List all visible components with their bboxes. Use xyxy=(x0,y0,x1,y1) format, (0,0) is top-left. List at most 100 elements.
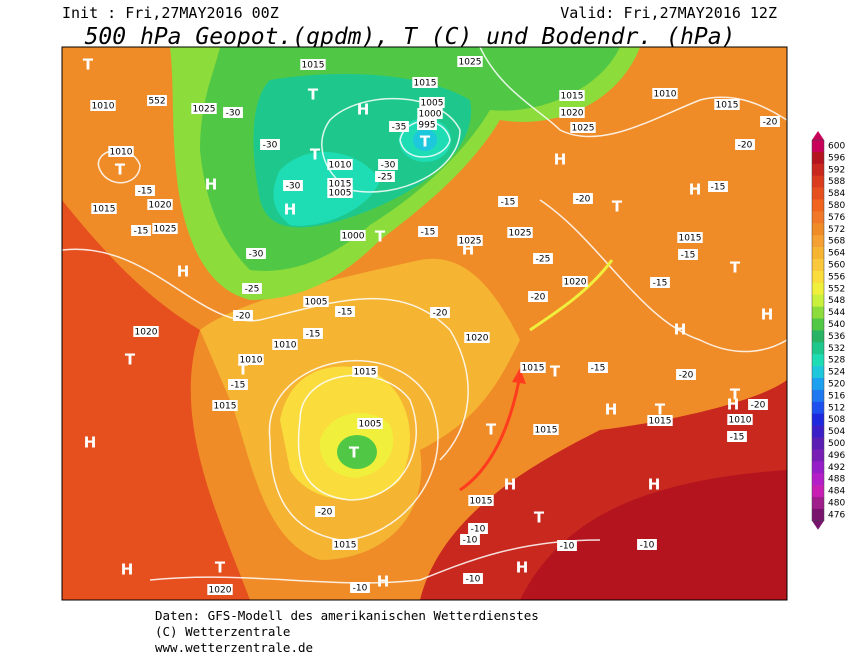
contour-label-box xyxy=(238,354,264,365)
contour-label-box xyxy=(417,108,443,119)
high-pressure-label: H xyxy=(504,476,517,494)
contour-label-box xyxy=(233,310,253,321)
footer-copyright: (C) Wetterzentrale xyxy=(155,624,290,639)
contour-label-box xyxy=(417,119,437,130)
map-frame xyxy=(61,46,788,601)
contour-label-box xyxy=(430,307,450,318)
contour-label: -15 xyxy=(591,364,606,374)
contour-label-box xyxy=(327,159,353,170)
contour-label: -15 xyxy=(134,227,149,237)
contour-label-box xyxy=(283,180,303,191)
contour-label-box xyxy=(748,399,768,410)
contour-label-box xyxy=(260,139,280,150)
legend-label: 480 xyxy=(828,498,845,508)
high-pressure-label: H xyxy=(516,559,529,577)
legend-label: 572 xyxy=(828,225,845,235)
high-pressure-label: H xyxy=(377,573,390,591)
legend-label: 600 xyxy=(828,141,845,151)
contour-label: 1015 xyxy=(522,364,545,374)
legend-swatch xyxy=(812,461,824,474)
contour-label: 1015 xyxy=(716,101,739,111)
legend-swatch xyxy=(812,342,824,355)
contour-label-box xyxy=(457,235,483,246)
legend-bottom-cap xyxy=(812,520,824,530)
legend-label: 596 xyxy=(828,153,845,163)
high-pressure-label: H xyxy=(84,434,97,452)
legend-label: 492 xyxy=(828,463,845,473)
contour-label: 1025 xyxy=(459,237,482,247)
legend-swatch xyxy=(812,366,824,379)
legend-swatch xyxy=(812,389,824,403)
legend-label: 496 xyxy=(828,451,845,461)
contour-label-box xyxy=(677,232,703,243)
contour-label: -25 xyxy=(245,285,260,295)
contour-label-box xyxy=(108,146,134,157)
contour-label: 1000 xyxy=(419,110,442,120)
high-pressure-label: H xyxy=(761,306,774,324)
contour-label-box xyxy=(152,223,178,234)
contour-label-box xyxy=(727,431,747,442)
low-pressure-label: T xyxy=(115,161,126,179)
high-pressure-label: H xyxy=(554,151,567,169)
contour-label-box xyxy=(327,187,353,198)
contour-label-box xyxy=(562,276,588,287)
legend-swatch xyxy=(812,270,824,284)
contour-label: 1015 xyxy=(329,180,352,190)
contour-label-box xyxy=(357,418,383,429)
low-pressure-label: T xyxy=(125,351,136,369)
contour-label: -15 xyxy=(501,198,516,208)
contour-label: -20 xyxy=(763,118,778,128)
contour-label: -20 xyxy=(531,293,546,303)
contour-label: 1020 xyxy=(149,201,172,211)
contour-label-box xyxy=(246,248,266,259)
legend-swatch xyxy=(812,163,824,176)
contour-label: -20 xyxy=(751,401,766,411)
contour-label-box xyxy=(727,414,753,425)
contour-label: -20 xyxy=(236,312,251,322)
contour-label-box xyxy=(191,103,217,114)
low-pressure-label: T xyxy=(215,559,226,577)
high-pressure-label: H xyxy=(357,101,370,119)
high-pressure-label: H xyxy=(689,181,702,199)
legend-label: 484 xyxy=(828,487,845,497)
contour-label: -35 xyxy=(392,123,407,133)
contour-label: 1015 xyxy=(334,541,357,551)
contour-label-box xyxy=(91,203,117,214)
contour-label: 1010 xyxy=(110,148,133,158)
contour-label-box xyxy=(378,159,398,170)
legend-label: 592 xyxy=(828,165,845,175)
contour-label-box xyxy=(650,277,670,288)
low-pressure-label: T xyxy=(349,444,360,462)
contour-label: 1020 xyxy=(466,334,489,344)
contour-label-box xyxy=(676,369,696,380)
contour-label: 552 xyxy=(148,97,165,107)
contour-label-box xyxy=(212,400,238,411)
high-pressure-label: H xyxy=(205,176,218,194)
legend-label: 528 xyxy=(828,356,845,366)
contour-label-box xyxy=(533,253,553,264)
legend-label: 556 xyxy=(828,272,845,282)
contour-label-box xyxy=(559,90,585,101)
contour-label: 995 xyxy=(418,121,435,131)
contour-label: 1020 xyxy=(135,328,158,338)
contour-label-box xyxy=(133,326,159,337)
legend-swatch xyxy=(812,211,824,224)
footer-source: Daten: GFS-Modell des amerikanischen Wet… xyxy=(155,608,539,623)
contour-label: 1010 xyxy=(274,341,297,351)
contour-label: -20 xyxy=(318,508,333,518)
legend-swatch xyxy=(812,259,824,272)
contour-label-box xyxy=(498,196,518,207)
legend-swatch xyxy=(812,294,824,307)
contour-label: -10 xyxy=(471,525,486,535)
contour-label: 1010 xyxy=(240,356,263,366)
contour-label-box xyxy=(332,539,358,550)
contour-label-box xyxy=(708,181,728,192)
contour-label-box xyxy=(389,121,409,132)
contour-label-box xyxy=(735,139,755,150)
legend-swatch xyxy=(812,282,824,295)
contour-label: -15 xyxy=(306,330,321,340)
legend-swatch xyxy=(812,199,824,212)
legend-swatch xyxy=(812,473,824,486)
